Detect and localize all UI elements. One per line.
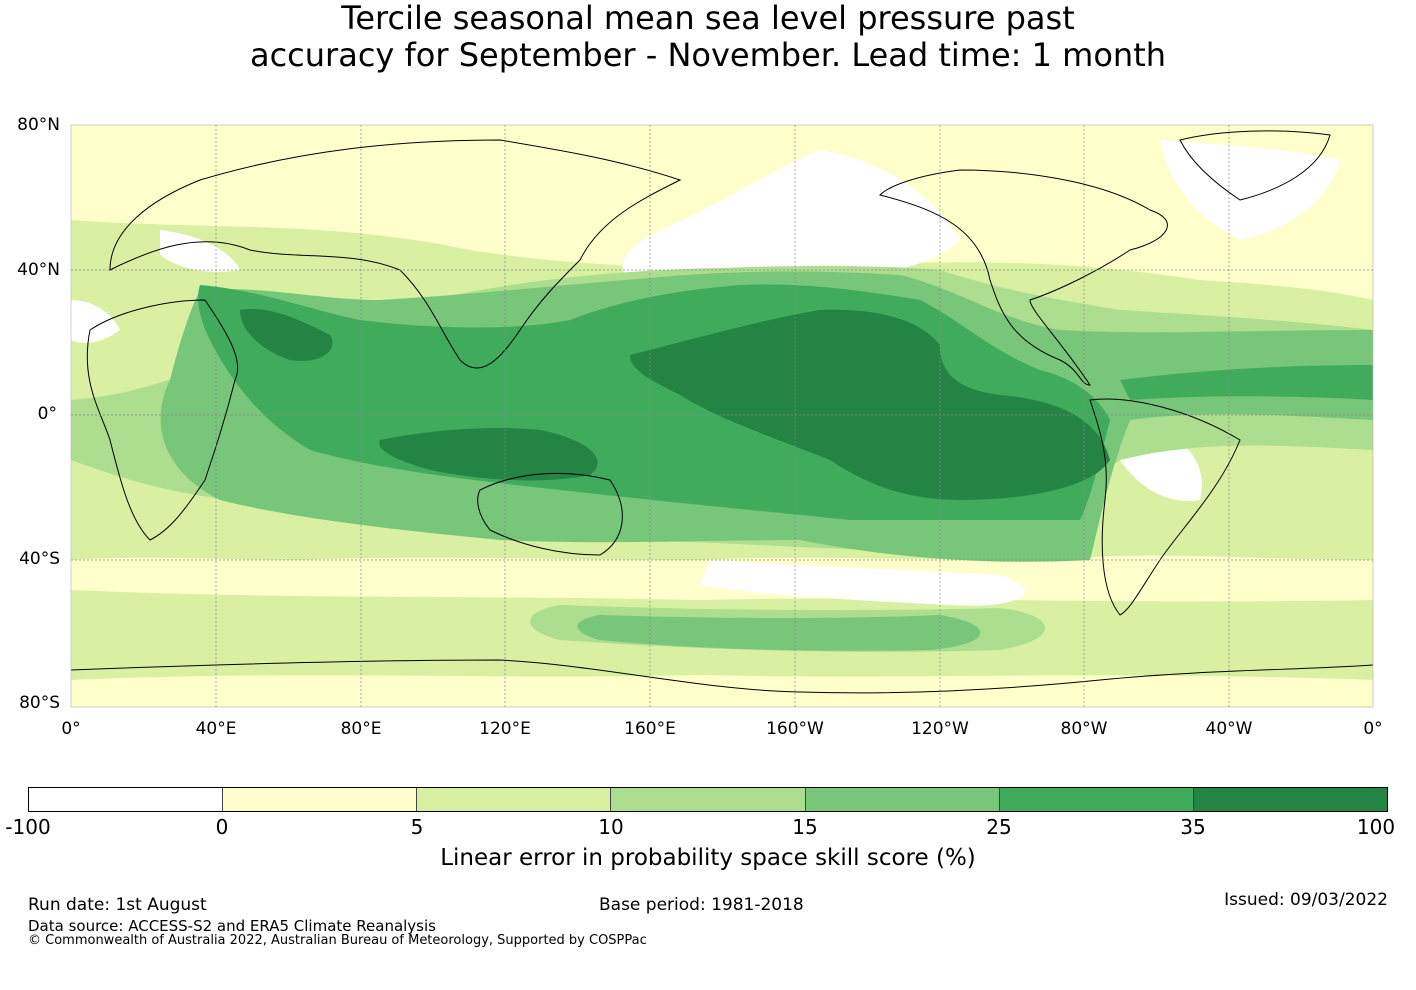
title-line-2: accuracy for September - November. Lead … [249,36,1167,74]
colorbar-segment-15-25 [805,788,1000,811]
lat-label-40n: 40°N [17,260,60,280]
title-line-1: Tercile seasonal mean sea level pressure… [341,0,1075,37]
colorbar-tick-5: 5 [410,815,424,839]
lat-label-80s: 80°S [19,693,60,713]
lon-label-40w: 40°W [1205,719,1253,739]
colorbar-tick-25: 25 [986,815,1012,839]
europe-asia-coast [109,139,682,369]
north-america-coast [879,169,1168,386]
base-period: Base period: 1981-2018 [599,895,804,915]
chart-title: Tercile seasonal mean sea level pressure… [0,0,1416,74]
colorbar [28,787,1388,812]
lon-label-40e: 40°E [195,719,237,739]
colorbar-segment-5-10 [417,788,612,811]
issued-date: Issued: 09/03/2022 [1224,890,1388,910]
colorbar-segment-25-35 [999,788,1194,811]
lon-label-160e: 160°E [624,719,676,739]
africa-coast [86,299,239,541]
lon-label-80w: 80°W [1060,719,1108,739]
colorbar-segment-neg100-0 [29,788,224,811]
lon-label-80e: 80°E [340,719,382,739]
coastlines [71,130,1373,694]
lon-label-0: 0° [61,719,81,739]
lat-label-equator: 0° [37,404,57,424]
greenland-coast [1179,130,1331,201]
colorbar-segment-10-15 [611,788,806,811]
lon-label-120e: 120°E [479,719,531,739]
colorbar-tick-15: 15 [792,815,818,839]
colorbar-tick-10: 10 [598,815,624,839]
lon-label-120w: 120°W [911,719,969,739]
lon-label-160w: 160°W [766,719,824,739]
copyright: © Commonwealth of Australia 2022, Austra… [28,933,647,948]
colorbar-segment-35-100 [1193,788,1387,811]
colorbar-tick-neg100: -100 [5,815,51,839]
australia-coast [477,472,623,556]
lat-label-80n: 80°N [17,115,60,135]
gridlines [71,125,1373,707]
lon-label-0-right: 0° [1363,719,1383,739]
south-america-coast [1089,398,1241,616]
antarctica-coast [71,659,1373,694]
colorbar-segment-0-5 [223,788,418,811]
data-source: Data source: ACCESS-S2 and ERA5 Climate … [28,917,436,935]
colorbar-label: Linear error in probability space skill … [440,845,976,871]
skill-zone-35-100 [240,309,1110,500]
colorbar-tick-35: 35 [1180,815,1206,839]
map-frame [70,124,1374,708]
colorbar-tick-100: 100 [1356,815,1396,839]
lat-label-40s: 40°S [19,549,60,569]
skill-score-map [70,124,1374,708]
colorbar-tick-0: 0 [215,815,229,839]
run-date: Run date: 1st August [28,895,207,915]
